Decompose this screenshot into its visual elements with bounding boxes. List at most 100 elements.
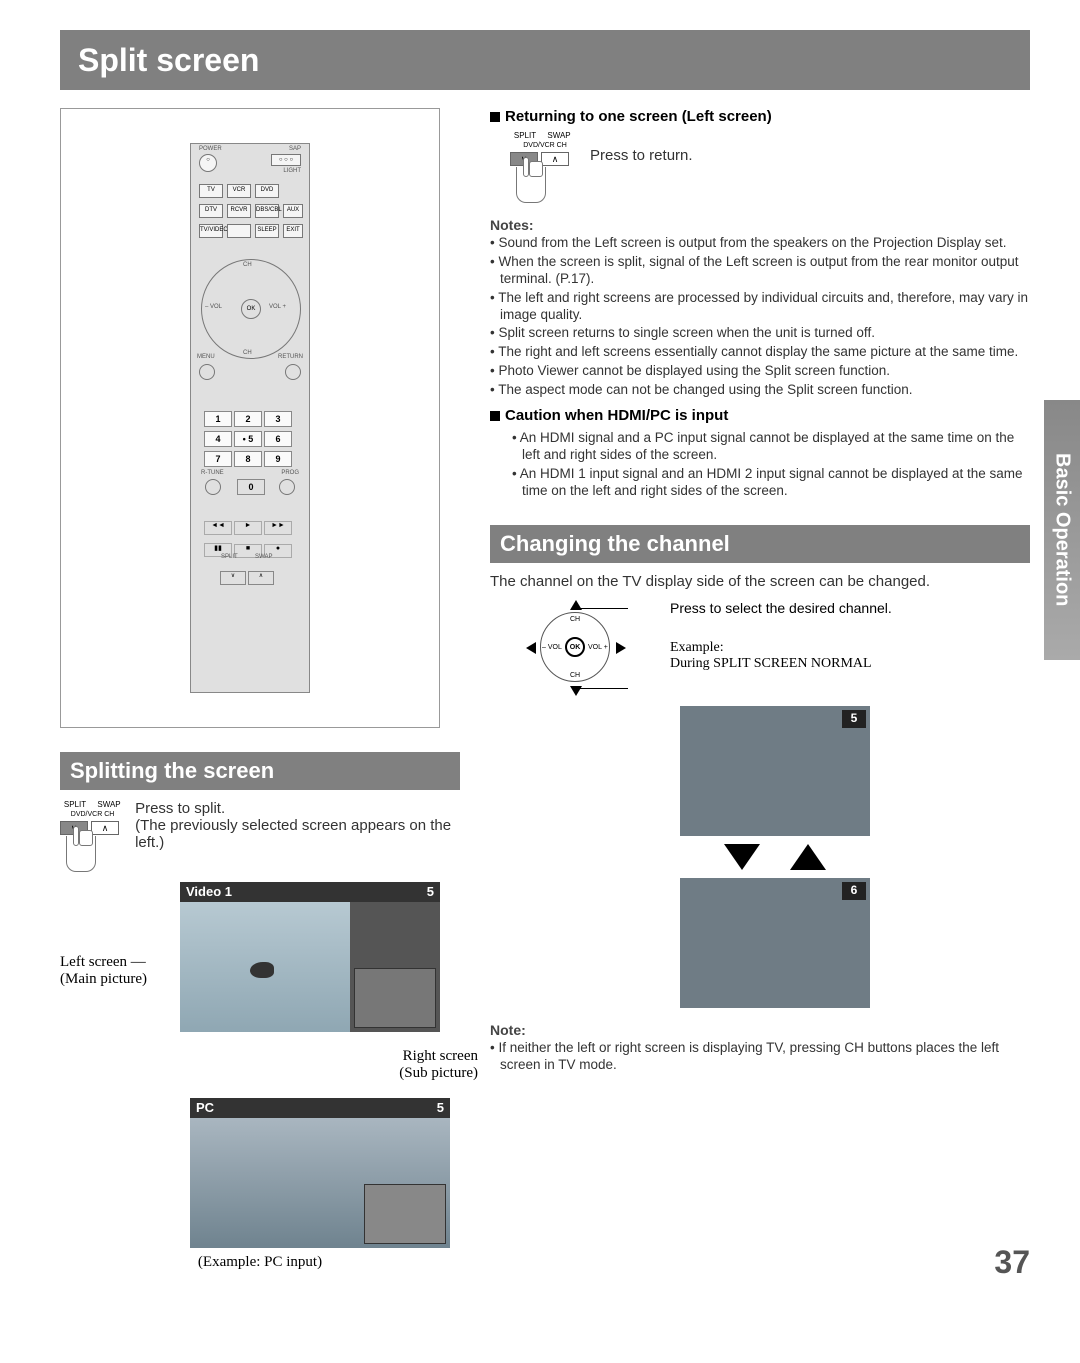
r-lbl-split: SPLIT	[510, 131, 540, 140]
sub-picture-1	[354, 968, 436, 1028]
sap-button: ○ ○ ○	[271, 154, 301, 166]
note2-heading: Note:	[490, 1022, 1030, 1038]
returning-heading-text: Returning to one screen (Left screen)	[505, 108, 772, 125]
num-9: 9	[264, 451, 292, 467]
swap-label: SWAP	[255, 554, 272, 560]
prog-label: PROG	[281, 470, 299, 476]
play-button: ►	[234, 521, 262, 535]
triangle-down-icon	[724, 844, 760, 870]
menu-label: MENU	[197, 354, 215, 360]
example-mode: During SPLIT SCREEN NORMAL	[670, 656, 892, 672]
splitting-heading: Splitting the screen	[60, 752, 460, 790]
exit-button: EXIT	[283, 224, 303, 238]
shot2-right-label: 5	[437, 1100, 444, 1116]
example-caption: (Example: PC input)	[60, 1254, 460, 1271]
arrow-left-icon	[526, 642, 536, 654]
split-label: SPLIT	[221, 554, 238, 560]
note-item: Photo Viewer cannot be displayed using t…	[490, 363, 1030, 380]
r-btn-a: ∧	[541, 152, 569, 166]
num-6: 6	[264, 431, 292, 447]
prog-button	[279, 479, 295, 495]
square-bullet-icon	[490, 112, 500, 122]
num-2: 2	[234, 411, 262, 427]
split-row: ∨∧	[219, 564, 289, 586]
notes-heading: Notes:	[490, 217, 1030, 233]
num-1: 1	[204, 411, 232, 427]
channel-thumb-2: 6	[680, 878, 870, 1008]
transport-row: ◄◄►►► ▮▮■●	[203, 514, 299, 560]
shot1-right-label: 5	[427, 884, 434, 900]
r-lbl-swap: SWAP	[544, 131, 574, 140]
note-item: Sound from the Left screen is output fro…	[490, 235, 1030, 252]
nav-vol-plus: VOL +	[588, 644, 608, 651]
note-item: When the screen is split, signal of the …	[490, 254, 1030, 288]
caution-item: An HDMI signal and a PC input signal can…	[512, 430, 1030, 464]
note2-item: If neither the left or right screen is d…	[490, 1040, 1030, 1074]
ok-button: OK	[241, 299, 261, 319]
page-title-bar: Split screen	[60, 30, 1030, 90]
split-button-icon: SPLITSWAP DVD/VCR CH ∨∧	[60, 800, 125, 872]
press-to-return: Press to return.	[590, 147, 693, 203]
rtune-button	[205, 479, 221, 495]
hand-icon	[66, 836, 96, 872]
changing-intro: The channel on the TV display side of th…	[490, 573, 1030, 590]
split-a-button: ∧	[248, 571, 274, 585]
return-button	[285, 364, 301, 380]
dvd-button: DVD	[255, 184, 279, 198]
lbl-swap: SWAP	[94, 800, 124, 809]
light-label: LIGHT	[283, 168, 301, 174]
power-button: ○	[199, 154, 217, 172]
vol-minus-label: – VOL	[205, 304, 222, 310]
caution-item: An HDMI 1 input signal and an HDMI 2 inp…	[512, 466, 1030, 500]
ch-dn-label: CH	[243, 350, 252, 356]
shot2-left-label: PC	[196, 1100, 214, 1116]
nav-vol-minus: – VOL	[542, 644, 562, 651]
leader-right-1: Right screen	[403, 1048, 478, 1064]
split-example-1: Video 15	[180, 882, 440, 1032]
changing-heading: Changing the channel	[490, 525, 1030, 563]
channel-badge-2: 6	[842, 882, 866, 900]
vcr-button: VCR	[227, 184, 251, 198]
rcvr-button: RCVR	[227, 204, 251, 218]
rtune-label: R-TUNE	[201, 470, 224, 476]
nav-ch-up: CH	[570, 616, 580, 623]
num-3: 3	[264, 411, 292, 427]
number-pad: 123 4• 56 789	[203, 409, 299, 469]
power-label: POWER	[199, 146, 222, 152]
lbl-dvdvcr: DVD/VCR CH	[60, 811, 125, 818]
tv-button: TV	[199, 184, 223, 198]
leader-line	[578, 608, 628, 609]
channel-badge-1: 5	[842, 710, 866, 728]
leader-right: Right screen (Sub picture)	[60, 1048, 478, 1082]
leader-line	[578, 688, 628, 689]
vol-plus-label: VOL +	[269, 304, 286, 310]
sleep-button: SLEEP	[255, 224, 279, 238]
return-button-icon: SPLITSWAP DVD/VCR CH ∨∧	[510, 131, 580, 203]
example-label: Example:	[670, 640, 892, 656]
returning-heading: Returning to one screen (Left screen)	[490, 108, 1030, 125]
dbs-button: DBS/CBL	[255, 204, 279, 218]
triangle-up-icon	[790, 844, 826, 870]
rew-button: ◄◄	[204, 521, 232, 535]
split-v-button: ∨	[220, 571, 246, 585]
note-item: The right and left screens essentially c…	[490, 344, 1030, 361]
note-item: The left and right screens are processed…	[490, 290, 1030, 324]
arrow-right-icon	[616, 642, 626, 654]
num-5: • 5	[234, 431, 262, 447]
r-lbl-dvdvcr: DVD/VCR CH	[510, 142, 580, 149]
leader-left-1: Left screen	[60, 954, 127, 970]
caution-heading: Caution when HDMI/PC is input	[490, 407, 1030, 424]
aux-button: AUX	[283, 204, 303, 218]
sap-label: SAP	[289, 146, 301, 152]
page-title: Split screen	[78, 42, 259, 79]
press-select-channel: Press to select the desired channel.	[670, 600, 892, 616]
caution-list: An HDMI signal and a PC input signal can…	[490, 430, 1030, 500]
press-to-split: Press to split.	[135, 800, 460, 817]
num-7: 7	[204, 451, 232, 467]
sub-picture-2	[364, 1184, 446, 1244]
note2-list: If neither the left or right screen is d…	[490, 1040, 1030, 1074]
r-hand-icon	[516, 167, 546, 203]
leader-left-2: (Main picture)	[60, 971, 147, 987]
nav-pad-illustration: OK CH CH – VOL VOL +	[520, 600, 630, 700]
ch-up-label: CH	[243, 262, 252, 268]
